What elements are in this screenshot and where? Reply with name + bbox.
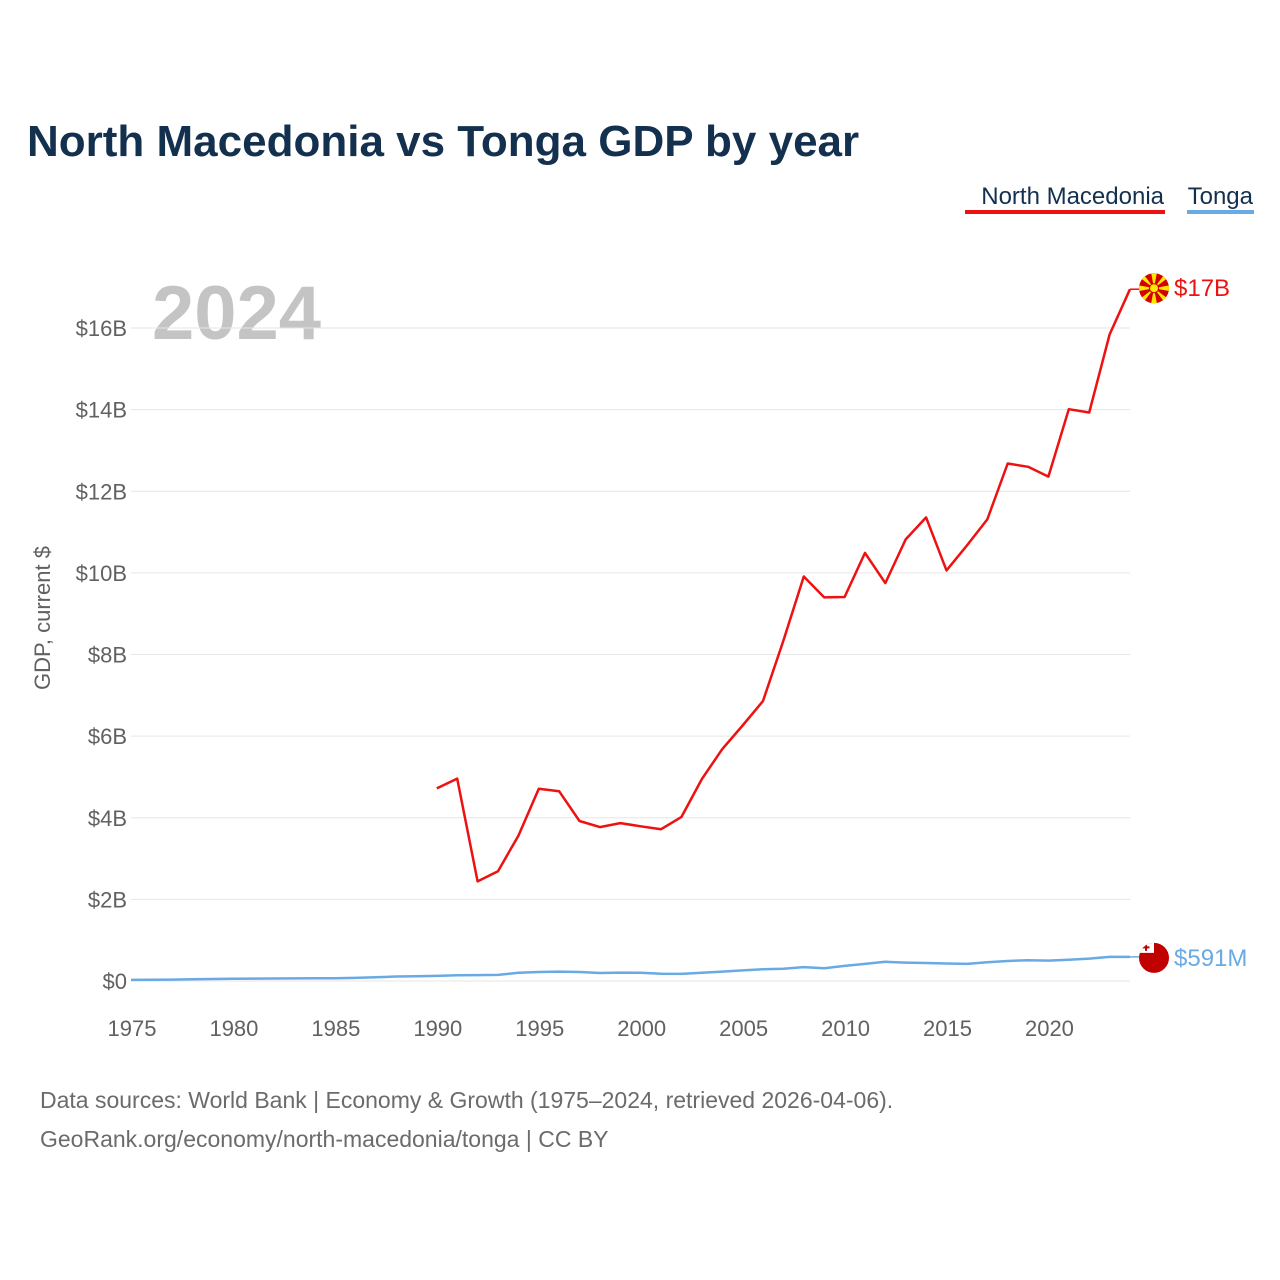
y-tick-label: $6B [88, 724, 127, 749]
series-line-north-macedonia[interactable] [436, 288, 1132, 883]
series-lines [130, 288, 1139, 982]
end-value-label-north-macedonia: $17B [1174, 275, 1230, 302]
legend-item-north-macedonia[interactable]: North Macedonia [981, 183, 1164, 210]
x-tick-label: 1995 [515, 1016, 564, 1041]
north-macedonia-flag-icon [1139, 273, 1169, 304]
y-tick-label: $14B [76, 398, 127, 423]
end-value-label-tonga: $591M [1174, 945, 1247, 972]
grid-lines [131, 327, 1130, 982]
source-line-1: Data sources: World Bank | Economy & Gro… [40, 1087, 893, 1113]
y-tick-label: $10B [76, 561, 127, 586]
legend-item-tonga[interactable]: Tonga [1188, 183, 1254, 210]
x-tick-label: 2005 [719, 1016, 768, 1041]
y-axis-ticks: $0 $2B $4B $6B $8B $10B $12B $14B $16B [76, 316, 127, 994]
legend: North Macedonia Tonga [965, 183, 1254, 214]
x-tick-label: 2015 [923, 1016, 972, 1041]
year-watermark: 2024 [152, 271, 321, 356]
chart-title: North Macedonia vs Tonga GDP by year [27, 117, 859, 166]
x-tick-label: 1975 [108, 1016, 157, 1041]
y-axis-title: GDP, current $ [30, 546, 55, 690]
series-line-tonga[interactable] [130, 955, 1130, 982]
x-tick-label: 1990 [413, 1016, 462, 1041]
x-tick-label: 1985 [311, 1016, 360, 1041]
x-tick-label: 2000 [617, 1016, 666, 1041]
x-tick-label: 2010 [821, 1016, 870, 1041]
y-tick-label: $8B [88, 643, 127, 668]
y-tick-label: $16B [76, 316, 127, 341]
legend-swatch-tonga [1187, 210, 1254, 214]
y-tick-label: $4B [88, 806, 127, 831]
x-tick-label: 2020 [1025, 1016, 1074, 1041]
x-tick-label: 1980 [209, 1016, 258, 1041]
x-axis-ticks: 1975 1980 1985 1990 1995 2000 2005 2010 2015 2020 [108, 1016, 1074, 1041]
source-line-2[interactable]: GeoRank.org/economy/north-macedonia/tong… [40, 1126, 609, 1152]
tonga-flag-icon [1139, 942, 1169, 973]
legend-swatch-north-macedonia [965, 210, 1165, 214]
y-tick-label: $0 [103, 969, 127, 994]
y-tick-label: $2B [88, 887, 127, 912]
y-tick-label: $12B [76, 479, 127, 504]
